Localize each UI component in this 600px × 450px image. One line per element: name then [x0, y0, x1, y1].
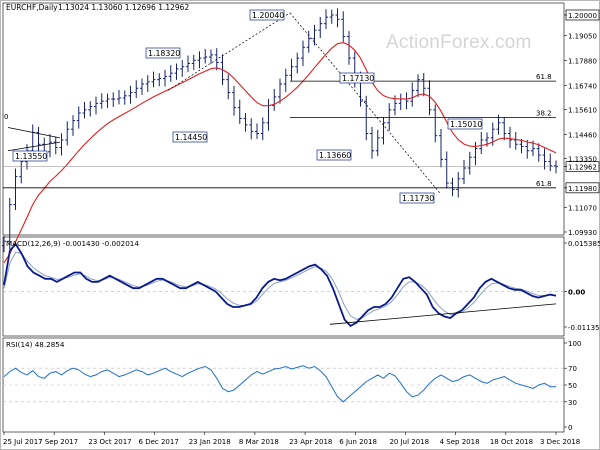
price-label: 1.20040 [252, 11, 284, 20]
rsi-axis-label: 70 [568, 365, 577, 373]
price-axis-label: 1.15610 [568, 107, 597, 115]
price-label-box [339, 72, 375, 84]
early-wedge-line [7, 141, 61, 152]
macd-axis-label: 0.015385 [568, 240, 600, 248]
date-axis-label: 23 Oct 2017 [88, 438, 131, 446]
macd-title: MACD(12,26,9) -0.001430 -0.002014 [6, 239, 139, 248]
date-axis-label: 8 Mar 2018 [239, 438, 279, 446]
date-axis-label: 20 Jul 2018 [389, 438, 429, 446]
price-axis-label: 1.14460 [568, 131, 597, 139]
price-axis-label: 1.11070 [568, 204, 597, 212]
moving-average-line [3, 42, 557, 264]
price-axis-label: 1.17880 [568, 58, 597, 66]
price-axis-label: 1.11980 [568, 185, 597, 193]
edge-label: 0 [4, 113, 8, 121]
rsi-axis-label: 0 [568, 424, 572, 432]
date-axis-label: 25 Jul 2017 [3, 438, 43, 446]
date-axis-label: 7 Sep 2017 [38, 438, 78, 446]
date-axis-label: 6 Jun 2018 [339, 438, 377, 446]
rsi-axis-label: 100 [568, 340, 581, 348]
rsi-axis-label: 30 [568, 399, 577, 407]
price-label: 1.13660 [319, 151, 351, 160]
price-axis-label: 1.20000 [568, 12, 597, 20]
price-axis-label: 1.09930 [568, 229, 597, 237]
rsi-line [3, 365, 556, 403]
price-label: 1.11730 [402, 194, 434, 203]
price-label-box [172, 131, 208, 143]
price-axis-label: 1.12962 [568, 164, 597, 172]
falling-trendline [289, 12, 441, 194]
macd-axis-label: 0.00 [568, 288, 585, 296]
price-label-box [12, 150, 48, 162]
price-axis-label: 1.16740 [568, 82, 597, 90]
date-axis-label: 4 Sep 2018 [440, 438, 480, 446]
macd-signal-line [3, 251, 557, 320]
date-axis-label: 23 Jan 2018 [189, 438, 231, 446]
rsi-title: RSI(14) 48.2854 [6, 340, 65, 349]
price-label: 1.18320 [148, 49, 180, 58]
date-axis-label: 3 Dec 2018 [540, 438, 580, 446]
date-axis-label: 23 Apr 2018 [289, 438, 332, 446]
rising-trendline [167, 12, 291, 91]
price-label-box [145, 47, 181, 59]
macd-panel-frame [2, 236, 565, 337]
fib-label: 38.2 [536, 109, 552, 117]
fib-label: 61.8 [536, 180, 552, 188]
fib-label: 61.8 [536, 73, 552, 81]
price-label: 1.17130 [342, 74, 374, 83]
macd-trendline [329, 303, 557, 325]
macd-axis-label: -0.011352 [568, 324, 600, 332]
price-label-box [249, 9, 285, 21]
macd-line [3, 242, 557, 328]
price-label-box [316, 149, 352, 161]
date-axis-label: 6 Dec 2017 [139, 438, 179, 446]
price-axis-label: 1.13350 [568, 155, 597, 163]
price-axis-label: 1.19050 [568, 32, 597, 40]
price-label: 1.13550 [15, 152, 47, 161]
rsi-axis-label: 50 [568, 382, 577, 390]
price-panel-frame [2, 2, 565, 236]
chart-ohlc: 1.13024 1.13060 1.12696 1.12962 [58, 3, 190, 12]
price-label: 1.15010 [450, 120, 482, 129]
watermark: ActionForex.com [386, 32, 532, 53]
price-label-box [399, 192, 435, 204]
price-label-box [447, 118, 483, 130]
price-label: 1.14450 [175, 133, 207, 142]
date-axis-label: 18 Oct 2018 [490, 438, 533, 446]
chart-symbol: EURCHF,Daily [6, 3, 58, 12]
early-wedge-line [7, 127, 61, 139]
